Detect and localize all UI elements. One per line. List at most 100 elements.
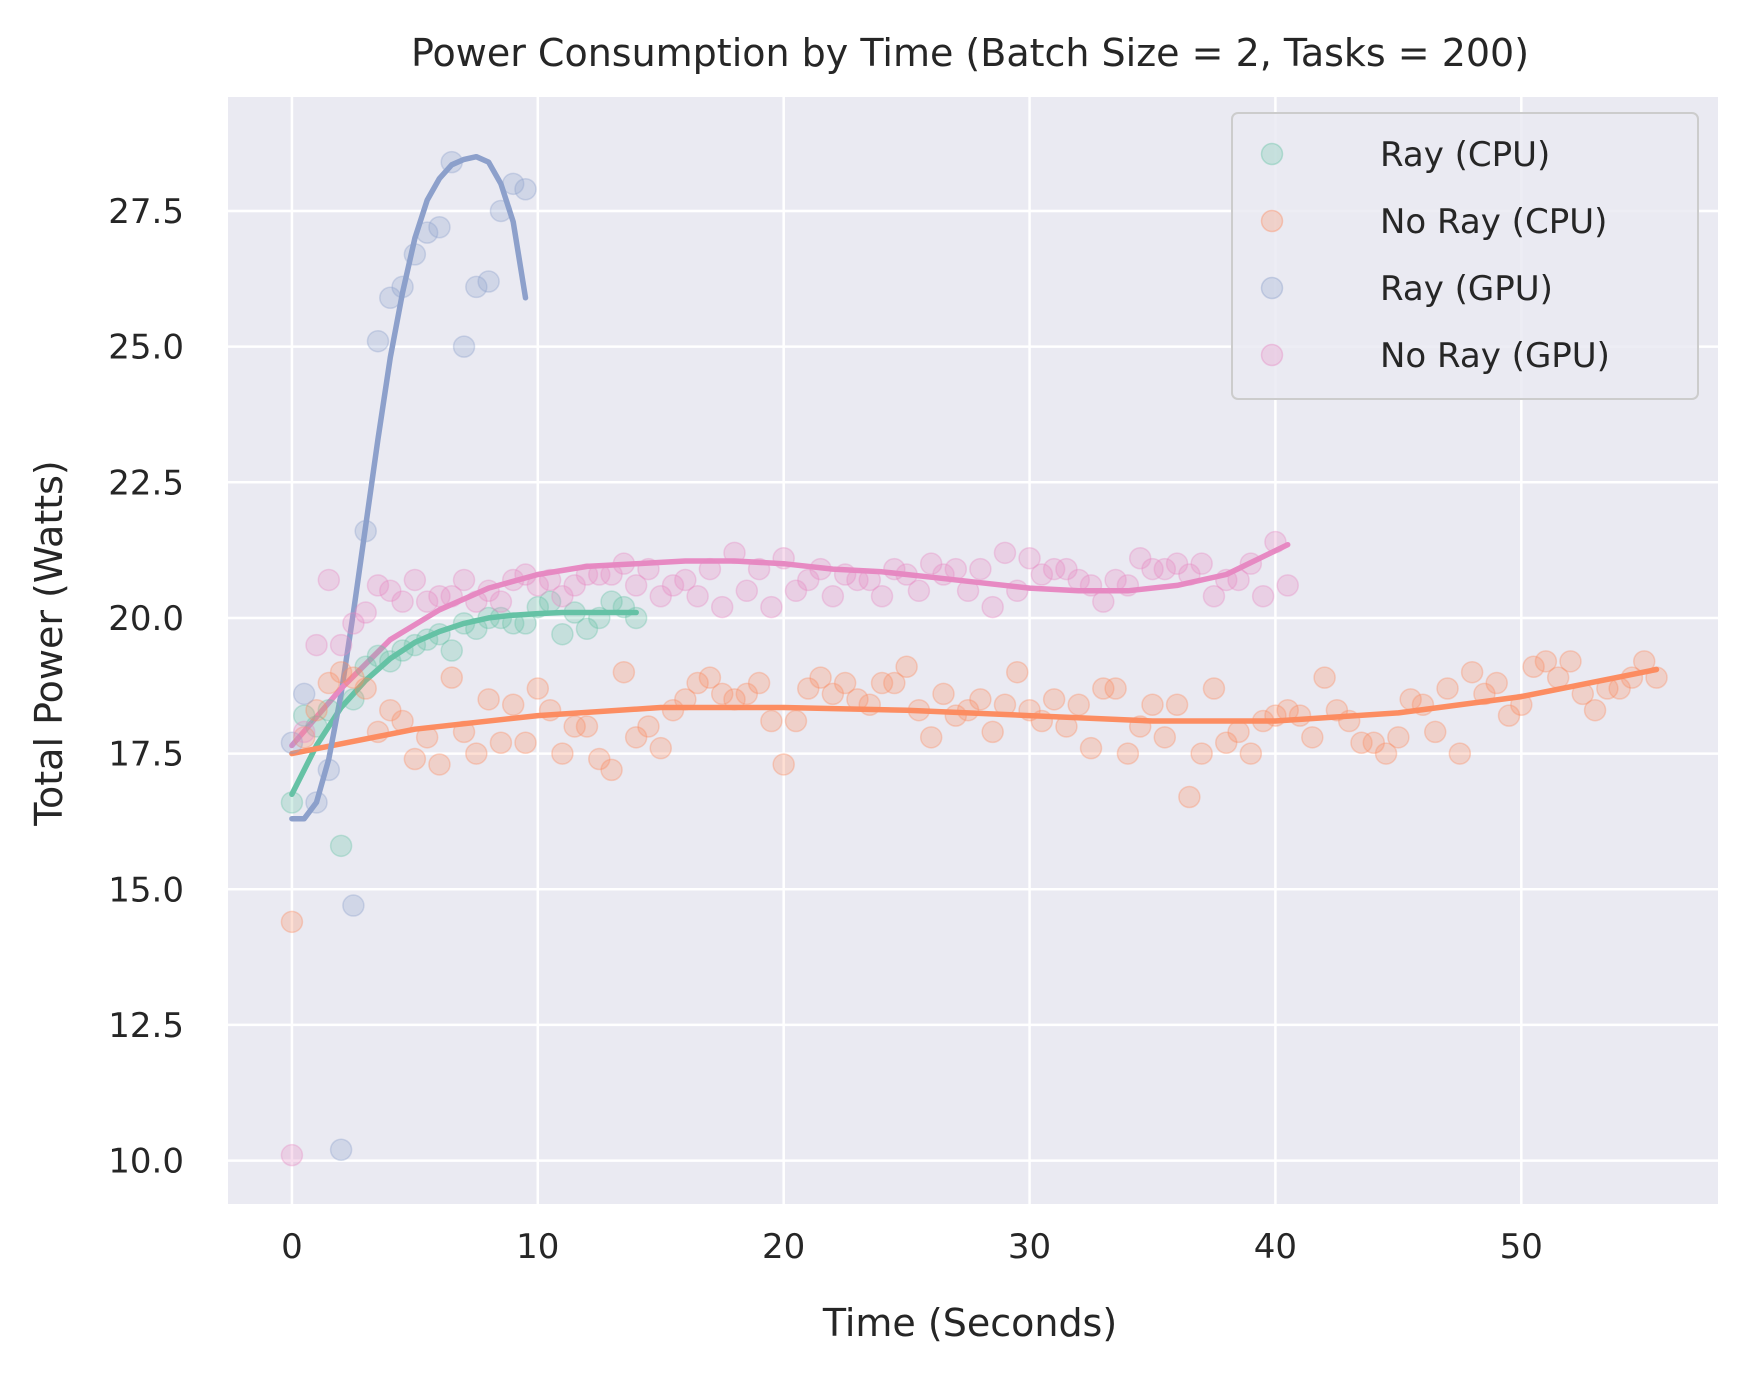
data-point-no-ray-gpu — [710, 595, 734, 619]
data-point-no-ray-gpu — [514, 563, 537, 586]
data-point-no-ray-cpu — [1251, 709, 1275, 733]
data-point-ray-cpu — [501, 612, 525, 635]
data-point-no-ray-cpu — [317, 671, 341, 695]
data-point-no-ray-gpu — [969, 557, 992, 581]
data-point-no-ray-gpu — [1215, 568, 1238, 592]
data-point-no-ray-cpu — [1325, 698, 1349, 722]
data-point-no-ray-gpu — [883, 557, 906, 581]
data-point-no-ray-cpu — [600, 758, 623, 782]
data-point-ray-gpu — [292, 682, 316, 706]
data-point-no-ray-cpu — [624, 726, 648, 749]
data-point-no-ray-cpu — [1301, 726, 1324, 749]
data-point-no-ray-cpu — [1571, 682, 1595, 706]
data-point-no-ray-cpu — [1202, 677, 1226, 700]
data-point-no-ray-cpu — [1448, 742, 1472, 765]
data-point-no-ray-cpu — [563, 715, 586, 738]
data-point-no-ray-gpu — [1178, 563, 1201, 586]
data-point-no-ray-gpu — [452, 568, 476, 592]
data-point-ray-cpu — [292, 704, 316, 727]
data-point-no-ray-gpu — [858, 568, 881, 592]
data-point-no-ray-cpu — [1239, 742, 1263, 765]
data-point-no-ray-gpu — [981, 595, 1004, 619]
data-point-no-ray-cpu — [379, 698, 402, 722]
data-point-no-ray-gpu — [624, 574, 648, 597]
y-tick-label: 25.0 — [108, 328, 184, 368]
data-point-no-ray-gpu — [698, 557, 722, 581]
data-point-ray-cpu — [403, 633, 427, 657]
data-point-no-ray-cpu — [821, 682, 845, 706]
data-point-no-ray-cpu — [661, 698, 685, 722]
data-point-no-ray-cpu — [1399, 688, 1422, 711]
data-point-no-ray-gpu — [489, 590, 513, 613]
y-tick-labels: 10.0 12.5 15.0 17.5 20.0 22.5 25.0 27.5 — [108, 192, 184, 1182]
x-tick-label: 10 — [516, 1227, 559, 1267]
data-point-no-ray-gpu — [1239, 552, 1263, 575]
data-point-ray-cpu — [317, 698, 341, 722]
data-point-no-ray-cpu — [501, 693, 525, 717]
data-point-no-ray-cpu — [342, 666, 365, 689]
data-point-no-ray-cpu — [280, 910, 304, 934]
data-point-no-ray-gpu — [501, 568, 525, 592]
data-point-ray-gpu — [440, 150, 463, 174]
data-point-no-ray-cpu — [1423, 720, 1447, 744]
data-point-no-ray-cpu — [1079, 736, 1103, 760]
data-point-no-ray-cpu — [1128, 715, 1152, 738]
data-point-no-ray-gpu — [723, 541, 746, 565]
legend-label-ray-cpu: Ray (CPU) — [1380, 135, 1550, 175]
data-point-no-ray-gpu — [342, 612, 365, 635]
data-point-no-ray-gpu — [895, 563, 918, 586]
data-point-no-ray-gpu — [1165, 552, 1189, 575]
data-point-no-ray-gpu — [993, 541, 1017, 565]
data-point-no-ray-gpu — [317, 568, 341, 592]
data-point-no-ray-cpu — [1276, 698, 1299, 722]
data-point-no-ray-gpu — [956, 579, 980, 603]
data-point-no-ray-cpu — [698, 666, 722, 689]
data-point-ray-cpu — [575, 617, 599, 641]
data-point-no-ray-cpu — [391, 709, 414, 733]
y-tick-label: 22.5 — [108, 463, 184, 503]
data-point-no-ray-cpu — [710, 682, 734, 706]
data-point-no-ray-gpu — [661, 574, 685, 597]
data-point-no-ray-gpu — [1006, 579, 1029, 603]
data-point-no-ray-cpu — [452, 720, 476, 744]
legend-marker-no-ray-cpu — [1260, 209, 1284, 233]
legend-marker-ray-cpu — [1260, 142, 1284, 166]
fit-lines — [289, 153, 1660, 822]
data-point-no-ray-cpu — [846, 688, 869, 711]
data-point-no-ray-cpu — [1583, 698, 1607, 722]
data-point-ray-gpu — [329, 1138, 353, 1161]
data-point-no-ray-gpu — [477, 579, 500, 603]
data-point-no-ray-cpu — [1460, 660, 1484, 684]
data-point-ray-gpu — [465, 275, 488, 299]
scatter-points — [280, 150, 1668, 1167]
data-point-no-ray-cpu — [526, 677, 550, 700]
data-point-no-ray-gpu — [1067, 568, 1090, 592]
data-point-no-ray-cpu — [551, 742, 574, 765]
data-point-no-ray-cpu — [305, 698, 328, 722]
data-point-no-ray-cpu — [1190, 742, 1213, 765]
data-point-no-ray-cpu — [1522, 655, 1545, 679]
data-point-no-ray-cpu — [1264, 704, 1287, 727]
data-point-no-ray-gpu — [526, 574, 550, 597]
y-tick-label: 17.5 — [108, 735, 184, 775]
data-point-no-ray-gpu — [305, 633, 328, 657]
data-point-ray-cpu — [563, 601, 586, 624]
data-point-no-ray-gpu — [760, 595, 783, 619]
fit-line-no-ray-cpu — [289, 666, 1660, 757]
data-point-no-ray-gpu — [797, 568, 820, 592]
legend-label-ray-gpu: Ray (GPU) — [1380, 269, 1553, 309]
chart-title: Power Consumption by Time (Batch Size = … — [411, 31, 1529, 75]
x-tick-label: 50 — [1500, 1227, 1543, 1267]
data-point-no-ray-cpu — [956, 698, 980, 722]
data-point-no-ray-cpu — [1178, 785, 1201, 809]
data-point-no-ray-cpu — [760, 709, 783, 733]
data-point-no-ray-gpu — [1153, 557, 1177, 581]
data-point-no-ray-cpu — [919, 726, 943, 749]
data-point-ray-gpu — [342, 894, 365, 917]
data-point-ray-gpu — [391, 275, 414, 299]
data-point-ray-cpu — [624, 606, 648, 630]
data-point-no-ray-cpu — [329, 660, 353, 684]
legend-marker-ray-gpu — [1260, 276, 1284, 300]
data-point-no-ray-gpu — [1128, 547, 1152, 570]
data-point-no-ray-cpu — [674, 688, 697, 711]
